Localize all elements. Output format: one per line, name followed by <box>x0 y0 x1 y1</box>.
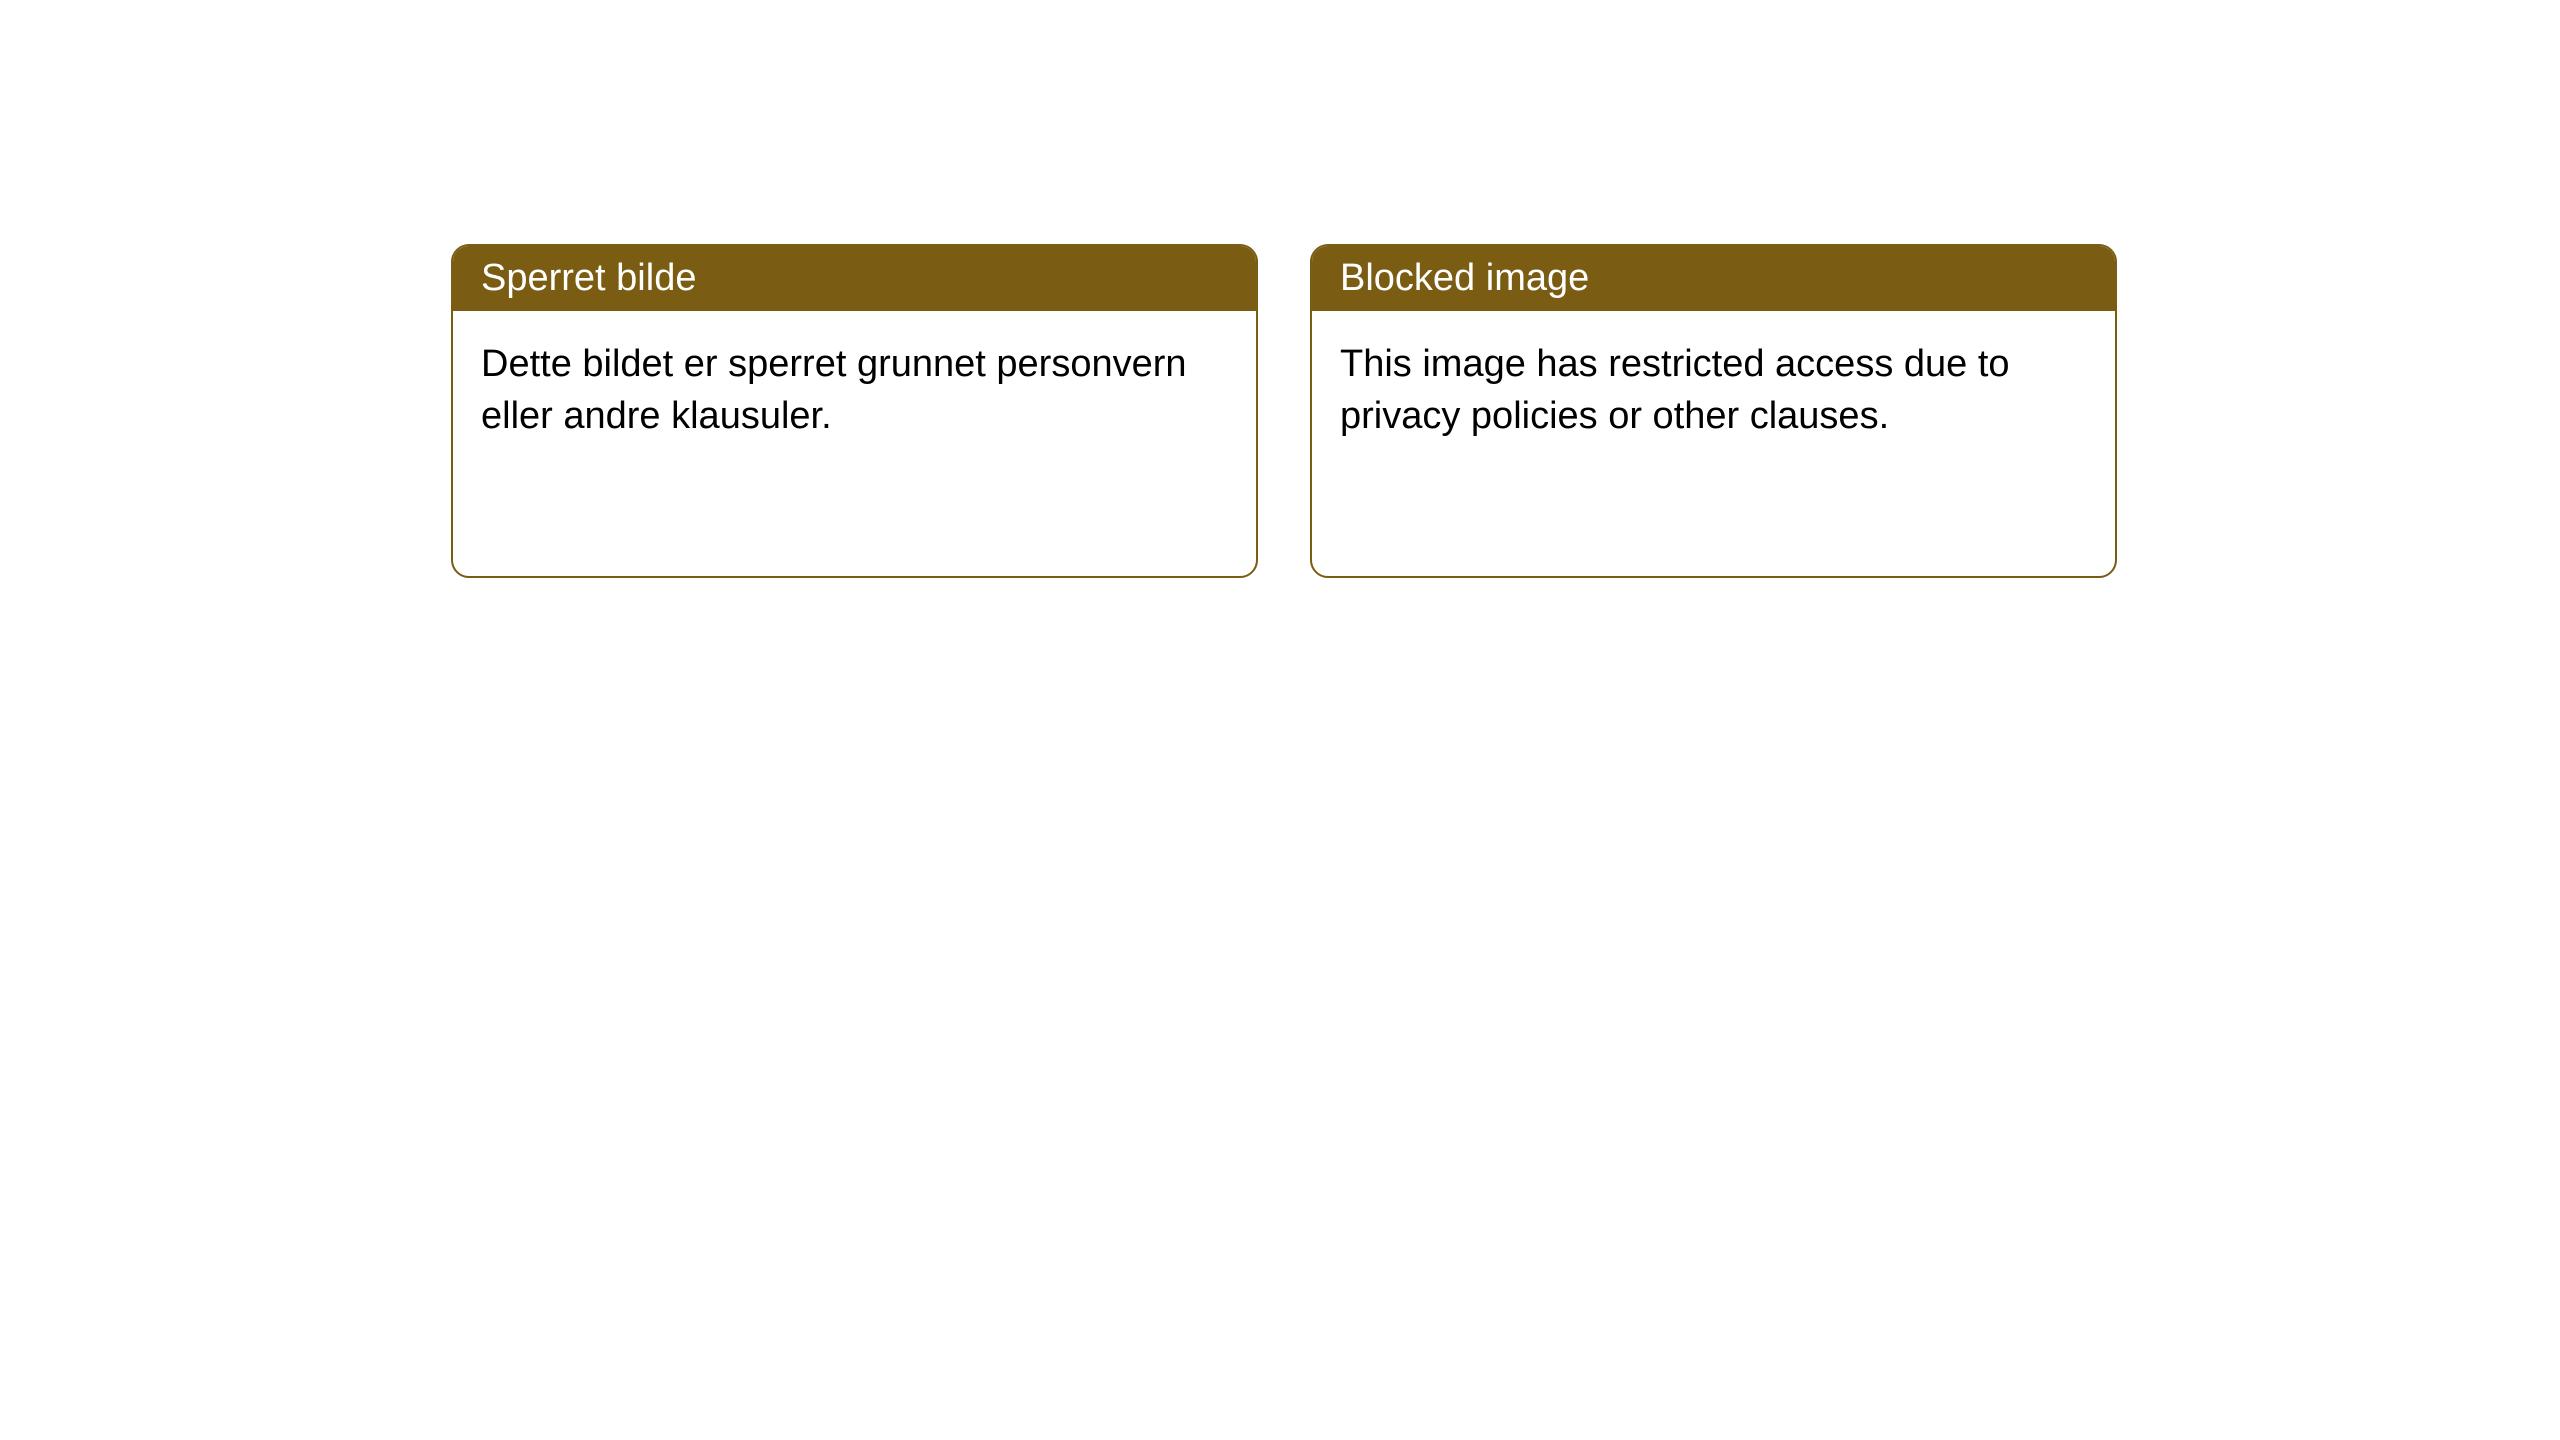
card-body: Dette bildet er sperret grunnet personve… <box>453 311 1256 470</box>
card-title: Blocked image <box>1340 257 1589 299</box>
notice-cards-container: Sperret bilde Dette bildet er sperret gr… <box>451 244 2117 578</box>
card-body-text: This image has restricted access due to … <box>1340 343 2010 436</box>
notice-card-norwegian: Sperret bilde Dette bildet er sperret gr… <box>451 244 1258 578</box>
card-body-text: Dette bildet er sperret grunnet personve… <box>481 343 1187 436</box>
notice-card-english: Blocked image This image has restricted … <box>1310 244 2117 578</box>
card-title: Sperret bilde <box>481 257 696 299</box>
card-header: Sperret bilde <box>453 246 1256 311</box>
card-header: Blocked image <box>1312 246 2115 311</box>
card-body: This image has restricted access due to … <box>1312 311 2115 470</box>
